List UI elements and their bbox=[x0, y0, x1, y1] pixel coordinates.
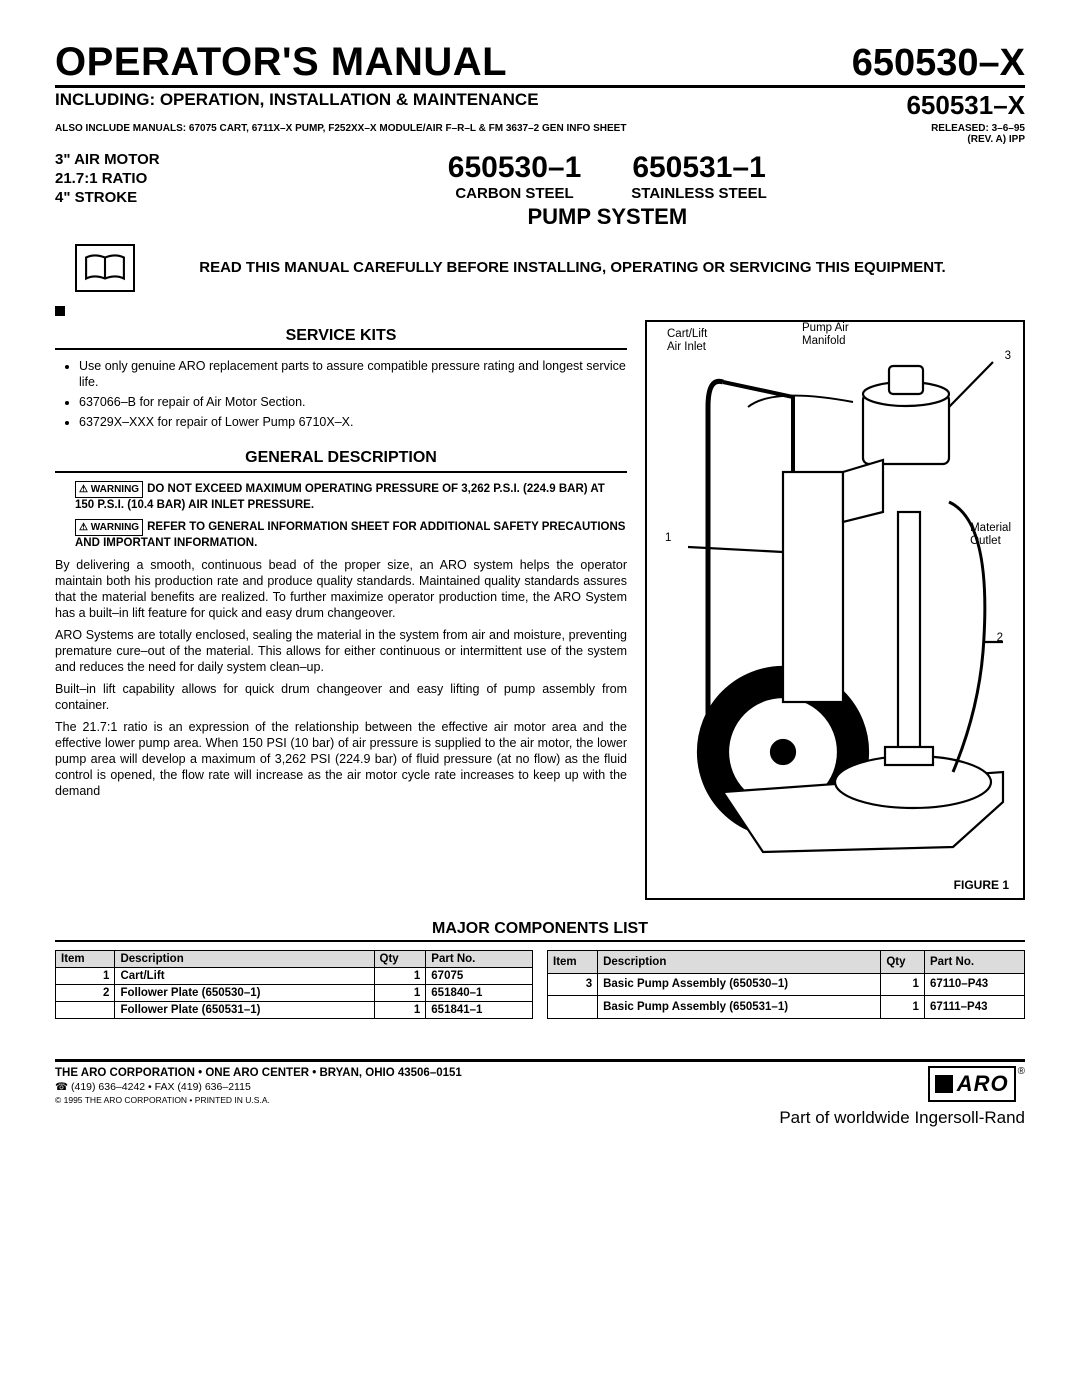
warning-icon: WARNING bbox=[75, 519, 143, 536]
aro-logo-text: ARO bbox=[957, 1071, 1009, 1097]
table-row: Follower Plate (650531–1)1651841–1 bbox=[56, 1002, 533, 1019]
warning-1-text: DO NOT EXCEED MAXIMUM OPERATING PRESSURE… bbox=[75, 483, 605, 511]
table-row: 1Cart/Lift167075 bbox=[56, 968, 533, 985]
footer-left: THE ARO CORPORATION • ONE ARO CENTER • B… bbox=[55, 1066, 462, 1106]
parts-table-left: Item Description Qty Part No. 1Cart/Lift… bbox=[55, 950, 533, 1019]
model-left-num: 650530–1 bbox=[448, 151, 581, 185]
model-left-mat: CARBON STEEL bbox=[448, 185, 581, 202]
model-right-num: 650531–1 bbox=[631, 151, 767, 185]
table-row: 2Follower Plate (650530–1)1651840–1 bbox=[56, 985, 533, 1002]
aro-logo-square bbox=[935, 1075, 953, 1093]
registered-icon: ® bbox=[1018, 1066, 1025, 1077]
table-row: Basic Pump Assembly (650531–1)167111–P43 bbox=[548, 996, 1025, 1019]
warning-2: WARNINGREFER TO GENERAL INFORMATION SHEE… bbox=[75, 519, 627, 551]
pump-system-heading: PUMP SYSTEM bbox=[190, 204, 1025, 230]
header-partno-sub: 650531–X bbox=[906, 90, 1025, 121]
also-include-manuals: ALSO INCLUDE MANUALS: 67075 CART, 6711X–… bbox=[55, 123, 626, 145]
header-partno-main: 650530–X bbox=[852, 42, 1025, 85]
spec-block: 3" AIR MOTOR 21.7:1 RATIO 4" STROKE 6505… bbox=[55, 151, 1025, 230]
model-row: 650530–1 CARBON STEEL 650531–1 STAINLESS… bbox=[190, 151, 1025, 202]
book-icon bbox=[75, 244, 135, 292]
released-date: RELEASED: 3–6–95 bbox=[931, 123, 1025, 134]
footer-phone: ☎ (419) 636–4242 • FAX (419) 636–2115 bbox=[55, 1081, 462, 1095]
manual-title: OPERATOR'S MANUAL bbox=[55, 40, 507, 85]
pump-drawing bbox=[653, 352, 1013, 872]
spec-ratio: 21.7:1 RATIO bbox=[55, 170, 160, 189]
footer-copyright: © 1995 THE ARO CORPORATION • PRINTED IN … bbox=[55, 1095, 462, 1106]
spec-column: 3" AIR MOTOR 21.7:1 RATIO 4" STROKE bbox=[55, 151, 160, 207]
callout-cartlift: Cart/Lift Air Inlet bbox=[667, 328, 707, 353]
general-p1: By delivering a smooth, continuous bead … bbox=[55, 557, 627, 621]
general-p4: The 21.7:1 ratio is an expression of the… bbox=[55, 719, 627, 799]
table-row: 3Basic Pump Assembly (650530–1)167110–P4… bbox=[548, 973, 1025, 996]
model-right-mat: STAINLESS STEEL bbox=[631, 185, 767, 202]
service-kits-heading: SERVICE KITS bbox=[55, 326, 627, 350]
th-desc: Description bbox=[598, 951, 881, 974]
th-part: Part No. bbox=[426, 951, 533, 968]
left-column: SERVICE KITS Use only genuine ARO replac… bbox=[55, 320, 627, 805]
service-kit-item: 637066–B for repair of Air Motor Section… bbox=[79, 394, 627, 410]
footer-corp: THE ARO CORPORATION • ONE ARO CENTER • B… bbox=[55, 1066, 462, 1081]
spec-air-motor: 3" AIR MOTOR bbox=[55, 151, 160, 170]
header-row3: ALSO INCLUDE MANUALS: 67075 CART, 6711X–… bbox=[55, 123, 1025, 145]
header-row2: INCLUDING: OPERATION, INSTALLATION & MAI… bbox=[55, 90, 1025, 121]
general-description-heading: GENERAL DESCRIPTION bbox=[55, 448, 627, 472]
major-components-heading: MAJOR COMPONENTS LIST bbox=[55, 920, 1025, 942]
model-right: 650531–1 STAINLESS STEEL bbox=[631, 151, 767, 202]
figure-label: FIGURE 1 bbox=[954, 878, 1009, 892]
parts-tables: Item Description Qty Part No. 1Cart/Lift… bbox=[55, 950, 1025, 1019]
header: OPERATOR'S MANUAL 650530–X bbox=[55, 40, 1025, 88]
th-qty: Qty bbox=[881, 951, 925, 974]
square-bullet bbox=[55, 302, 1025, 320]
header-subtitle: INCLUDING: OPERATION, INSTALLATION & MAI… bbox=[55, 90, 539, 110]
th-qty: Qty bbox=[374, 951, 426, 968]
th-item: Item bbox=[56, 951, 115, 968]
service-kit-item: Use only genuine ARO replacement parts t… bbox=[79, 358, 627, 390]
footer: THE ARO CORPORATION • ONE ARO CENTER • B… bbox=[55, 1059, 1025, 1128]
warning-2-text: REFER TO GENERAL INFORMATION SHEET FOR A… bbox=[75, 521, 625, 549]
read-warning-row: READ THIS MANUAL CAREFULLY BEFORE INSTAL… bbox=[75, 244, 1025, 292]
th-desc: Description bbox=[115, 951, 374, 968]
model-left: 650530–1 CARBON STEEL bbox=[448, 151, 581, 202]
footer-tagline: Part of worldwide Ingersoll-Rand bbox=[779, 1108, 1025, 1128]
warning-1: WARNINGDO NOT EXCEED MAXIMUM OPERATING P… bbox=[75, 481, 627, 513]
revision: (REV. A) IPP bbox=[967, 134, 1025, 145]
service-kits-list: Use only genuine ARO replacement parts t… bbox=[55, 358, 627, 430]
warning-icon: WARNING bbox=[75, 481, 143, 498]
aro-logo: ARO bbox=[928, 1066, 1016, 1102]
release-info: RELEASED: 3–6–95 (REV. A) IPP bbox=[931, 123, 1025, 145]
body-columns: SERVICE KITS Use only genuine ARO replac… bbox=[55, 320, 1025, 900]
general-p2: ARO Systems are totally enclosed, sealin… bbox=[55, 627, 627, 675]
callout-pumpair: Pump Air Manifold bbox=[802, 322, 849, 347]
parts-table-right: Item Description Qty Part No. 3Basic Pum… bbox=[547, 950, 1025, 1019]
th-item: Item bbox=[548, 951, 598, 974]
th-part: Part No. bbox=[924, 951, 1024, 974]
footer-right: ARO ® Part of worldwide Ingersoll-Rand bbox=[779, 1066, 1025, 1128]
read-warning-text: READ THIS MANUAL CAREFULLY BEFORE INSTAL… bbox=[160, 258, 1025, 278]
right-column: Cart/Lift Air Inlet Pump Air Manifold 3 … bbox=[645, 320, 1025, 900]
figure-1: Cart/Lift Air Inlet Pump Air Manifold 3 … bbox=[645, 320, 1025, 900]
spec-stroke: 4" STROKE bbox=[55, 189, 160, 208]
general-p3: Built–in lift capability allows for quic… bbox=[55, 681, 627, 713]
service-kit-item: 63729X–XXX for repair of Lower Pump 6710… bbox=[79, 414, 627, 430]
